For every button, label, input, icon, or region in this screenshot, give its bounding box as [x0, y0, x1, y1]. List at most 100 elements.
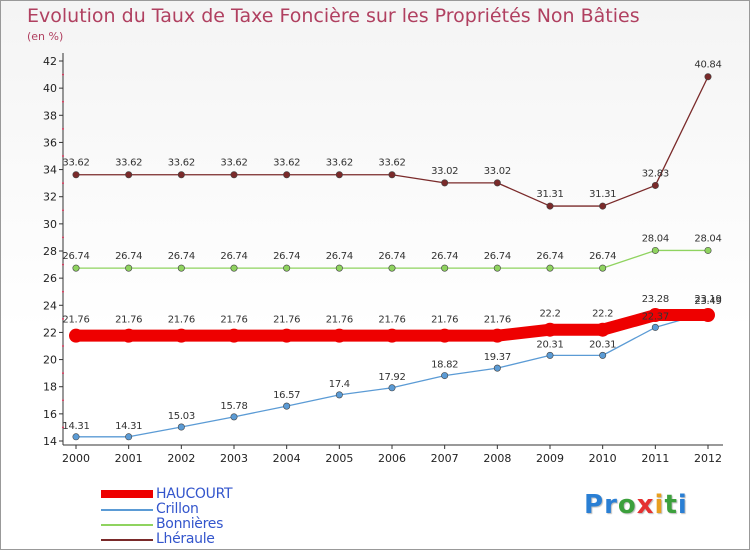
data-point-haucourt: [385, 328, 399, 343]
legend-label-crillon: Crillon: [156, 501, 199, 517]
data-point-bonnières: [125, 264, 133, 272]
data-label-haucourt: 21.76: [378, 315, 405, 326]
data-label-bonnières: 28.04: [694, 233, 721, 244]
data-label-lhéraule: 33.62: [378, 158, 405, 169]
data-point-crillon: [72, 433, 80, 441]
data-label-haucourt: 23.19: [694, 294, 721, 305]
y-minor-dot: [62, 399, 64, 402]
data-label-haucourt: 23.28: [642, 294, 669, 305]
data-label-crillon: 15.78: [220, 401, 247, 412]
data-point-crillon: [599, 351, 607, 359]
data-label-crillon: 18.82: [431, 360, 458, 371]
data-point-bonnières: [493, 264, 501, 272]
data-label-lhéraule: 32.83: [642, 168, 669, 179]
data-label-haucourt: 21.76: [115, 315, 142, 326]
data-point-bonnières: [388, 264, 396, 272]
x-tick-label: 2006: [378, 452, 406, 465]
data-point-crillon: [493, 364, 501, 372]
legend-swatch-haucourt: [101, 490, 153, 498]
data-label-haucourt: 21.76: [484, 315, 511, 326]
data-label-lhéraule: 33.62: [62, 158, 89, 169]
data-point-haucourt: [701, 308, 715, 323]
data-labels: 21.76 21.76 21.76 21.76 21.76 21.76 21.76 21.76…: [62, 60, 721, 432]
data-point-haucourt: [595, 322, 610, 337]
data-point-bonnières: [704, 246, 712, 254]
x-tick-label: 2005: [325, 452, 353, 465]
data-point-bonnières: [335, 264, 343, 272]
data-label-bonnières: 26.74: [168, 251, 195, 262]
data-point-lhéraule: [125, 171, 133, 179]
data-point-crillon: [177, 423, 185, 431]
data-point-haucourt: [437, 328, 452, 343]
y-tick-label: 22: [43, 326, 57, 339]
data-point-haucourt: [490, 328, 505, 343]
data-label-crillon: 15.03: [168, 411, 195, 422]
x-tick-label: 2003: [220, 452, 248, 465]
chart-subtitle: (en %): [27, 30, 64, 43]
data-label-crillon: 23.49: [694, 296, 721, 307]
data-point-crillon: [546, 351, 554, 359]
y-tick-label: 36: [43, 136, 57, 149]
legend-swatch-crillon: [101, 509, 153, 511]
x-tick-label: 2010: [589, 452, 617, 465]
logo-letter-1: r: [604, 490, 618, 520]
y-minor-dot: [62, 372, 64, 375]
logo-letter-5: t: [664, 490, 678, 520]
logo-letter-6: i: [677, 490, 688, 520]
data-label-bonnières: 26.74: [431, 251, 458, 262]
logo-letter-0: P: [584, 490, 605, 520]
data-point-bonnières: [546, 264, 554, 272]
data-label-bonnières: 26.74: [326, 251, 353, 262]
x-tick-label: 2001: [115, 452, 143, 465]
y-tick-label: 18: [43, 381, 57, 394]
proxiti-logo: Proxiti: [584, 490, 688, 520]
legend-swatch-lheraule: [101, 539, 153, 541]
data-point-crillon: [125, 433, 133, 441]
data-point-crillon: [230, 413, 238, 421]
data-point-crillon: [335, 391, 343, 399]
data-label-haucourt: 22.2: [539, 309, 560, 320]
x-tick-label: 2007: [431, 452, 459, 465]
data-point-lhéraule: [230, 171, 238, 179]
data-label-lhéraule: 33.02: [431, 166, 458, 177]
y-minor-dot: [62, 100, 64, 103]
series-line-lhéraule: [75, 76, 709, 207]
data-label-haucourt: 21.76: [273, 315, 300, 326]
data-label-bonnières: 26.74: [115, 251, 142, 262]
y-tick-label: 28: [43, 245, 57, 258]
y-tick-label: 32: [43, 191, 57, 204]
y-minor-dot: [62, 182, 64, 185]
data-point-haucourt: [121, 328, 136, 343]
x-tick-label: 2012: [694, 452, 722, 465]
legend: HAUCOURT Crillon Bonnières Lhéraule: [101, 486, 301, 547]
data-label-bonnières: 26.74: [378, 251, 405, 262]
y-tick-label: 30: [43, 218, 57, 231]
data-label-haucourt: 22.2: [592, 309, 613, 320]
data-label-bonnières: 26.74: [220, 251, 247, 262]
legend-item-crillon: Crillon: [101, 501, 301, 517]
data-label-lhéraule: 33.02: [484, 166, 511, 177]
data-label-lhéraule: 31.31: [589, 189, 616, 200]
data-point-lhéraule: [441, 179, 449, 187]
data-label-haucourt: 21.76: [62, 315, 89, 326]
y-minor-dot: [62, 345, 64, 347]
data-label-bonnières: 26.74: [484, 251, 511, 262]
y-tick-label: 20: [43, 354, 57, 367]
x-tick-label: 2000: [62, 452, 90, 465]
axes: 14 16 18 20 22 24 26 28 30 32 34 36 38 40 42 2000 2001 20…: [43, 53, 723, 465]
y-minor-dot: [62, 236, 64, 239]
data-point-lhéraule: [546, 202, 554, 210]
y-minor-dot: [62, 426, 64, 429]
data-label-lhéraule: 33.62: [326, 158, 353, 169]
data-point-lhéraule: [704, 73, 712, 81]
data-label-crillon: 20.31: [536, 339, 563, 350]
data-label-crillon: 19.37: [484, 352, 511, 363]
data-label-crillon: 17.92: [378, 372, 405, 383]
data-label-bonnières: 28.04: [642, 233, 669, 244]
data-label-crillon: 16.57: [273, 390, 300, 401]
legend-label-haucourt: HAUCOURT: [156, 486, 233, 502]
data-label-lhéraule: 40.84: [694, 60, 721, 71]
y-minor-dot: [62, 155, 64, 157]
y-tick-label: 34: [43, 164, 57, 177]
